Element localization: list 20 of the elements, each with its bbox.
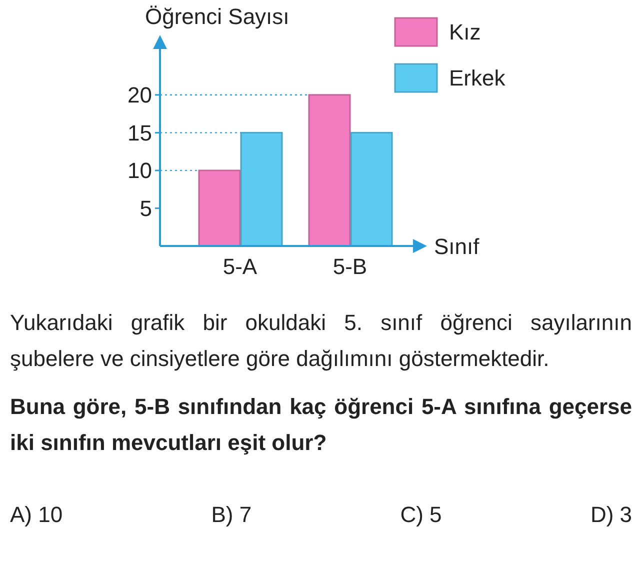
bar: [350, 132, 393, 247]
y-tick-label: 5: [140, 196, 152, 221]
legend-label: Kız: [449, 20, 481, 45]
bar: [198, 170, 241, 247]
text: B) 7: [211, 501, 252, 529]
legend-label: Erkek: [449, 66, 506, 91]
text: A) 10: [10, 501, 63, 529]
text: Buna göre, 5-B sınıfından kaç öğrenci 5-A sınıfına geçerse iki sınıfın mevcutları eşit olur?: [10, 393, 632, 457]
text: Yukarıdaki grafik bir okuldaki 5. sınıf öğrenci sayılarının şubelere ve cinsiyetlere göre dağılımını göstermektedir.: [10, 309, 632, 373]
bar: [308, 94, 351, 247]
y-tick-label: 10: [128, 158, 152, 184]
x-tick-label: 5-B: [332, 254, 368, 279]
bar: [240, 132, 283, 247]
x-tick-label: 5-A: [222, 254, 258, 279]
y-tick-label: 15: [128, 120, 152, 146]
y-tick-label: 20: [128, 82, 152, 108]
text: D) 3: [590, 501, 632, 529]
x-axis-title: Sınıf: [434, 234, 480, 259]
y-axis-title: Öğrenci Sayısı: [145, 4, 290, 29]
text: C) 5: [400, 501, 442, 529]
